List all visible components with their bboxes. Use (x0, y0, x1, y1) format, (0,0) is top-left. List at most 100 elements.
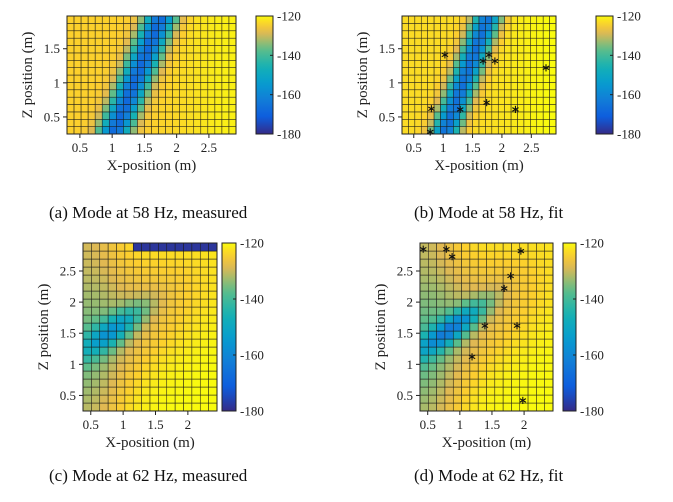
heatmap-cell (544, 354, 554, 364)
colorbar-tick-label: -140 (617, 48, 641, 63)
heatmap-cell (444, 354, 454, 364)
heatmap-cell (511, 370, 521, 380)
heatmap-cell (469, 314, 479, 324)
heatmap-cell (436, 394, 446, 404)
heatmap-cell (469, 362, 479, 372)
x-tick-label: 2 (499, 140, 506, 155)
x-tick-label: 1 (440, 140, 447, 155)
heatmap-cell (419, 370, 429, 380)
heatmap-cell (511, 346, 521, 356)
sensor-marker (479, 57, 487, 65)
heatmap-cell (477, 282, 487, 292)
heatmap-cell (544, 274, 554, 284)
heatmap-cell (436, 290, 446, 300)
axes-frame (401, 15, 557, 135)
heatmap-cell (461, 250, 471, 260)
heatmap-cell (436, 322, 446, 332)
heatmap-cell (527, 346, 537, 356)
heatmap-cell (511, 394, 521, 404)
heatmap-cell (461, 290, 471, 300)
heatmap-cell (494, 362, 504, 372)
heatmap-cell (519, 346, 529, 356)
heatmap-cell (486, 338, 496, 348)
x-tick-label: 2 (521, 417, 528, 432)
heatmap-cell (494, 370, 504, 380)
heatmap-cell (502, 242, 512, 252)
heatmap-cell (477, 266, 487, 276)
heatmap-cell (527, 354, 537, 364)
x-tick-label: 2.5 (523, 140, 539, 155)
heatmap-cell (511, 258, 521, 268)
heatmap-cell (461, 370, 471, 380)
heatmap-cell (544, 266, 554, 276)
heatmap-cell (436, 362, 446, 372)
heatmap-cell (419, 338, 429, 348)
sensor-marker (507, 272, 514, 280)
heatmap-cell (436, 378, 446, 388)
heatmap-cell (494, 290, 504, 300)
heatmap-cell (477, 258, 487, 268)
heatmap-cell (469, 274, 479, 284)
caption-d: (d) Mode at 62 Hz, fit (414, 466, 564, 485)
heatmap-cell (511, 330, 521, 340)
y-tick-label: 0.5 (60, 388, 76, 403)
x-tick-label: 1 (457, 417, 464, 432)
heatmap-cell (502, 362, 512, 372)
heatmap-cell (428, 386, 437, 396)
x-tick-label: 0.5 (406, 140, 422, 155)
x-tick-label: 2 (185, 417, 192, 432)
y-axis-label: Z position (m) (373, 284, 389, 371)
heatmap-cell (444, 346, 454, 356)
heatmap-cell (452, 394, 462, 404)
x-tick-label: 2.5 (201, 140, 217, 155)
heatmap-cell (461, 394, 471, 404)
heatmap-cell (544, 298, 554, 308)
heatmap-cell (511, 266, 521, 276)
heatmap-cell (444, 394, 454, 404)
heatmap-cell (444, 378, 454, 388)
heatmap-cell (452, 346, 462, 356)
colorbar-tick-label: -160 (580, 348, 604, 363)
y-tick-label: 0.5 (44, 109, 60, 124)
sensor-marker (542, 64, 550, 72)
heatmap-cell (452, 338, 462, 348)
heatmap-cell (428, 266, 437, 276)
heatmap-cell (536, 306, 546, 316)
heatmap-cell (477, 314, 487, 324)
heatmap-cell (519, 258, 529, 268)
y-tick-label: 1.5 (60, 326, 76, 341)
sensor-marker (419, 245, 427, 253)
heatmap-cell (469, 250, 479, 260)
heatmap-cell (444, 322, 454, 332)
heatmap-cell (461, 378, 471, 388)
heatmap-cell (444, 298, 454, 308)
y-tick-label: 2 (70, 295, 77, 310)
heatmap-cell (461, 306, 471, 316)
x-tick-label: 1.5 (464, 140, 480, 155)
heatmap-cell (494, 266, 504, 276)
y-tick-label: 1 (54, 75, 61, 90)
heatmap-cell (477, 250, 487, 260)
heatmap-cell (436, 402, 446, 412)
heatmap-cell (527, 378, 537, 388)
heatmap-cell (544, 306, 554, 316)
colorbar-tick-label: -140 (580, 292, 604, 307)
heatmap-cells (66, 15, 237, 135)
y-axis-label: Z position (m) (20, 32, 36, 119)
heatmap-cell (527, 242, 537, 252)
x-tick-label: 2 (173, 140, 180, 155)
heatmap-cell (469, 290, 479, 300)
heatmap-cell (527, 306, 537, 316)
heatmap-cell (469, 338, 479, 348)
heatmap-cell (477, 378, 487, 388)
heatmap-cell (536, 266, 546, 276)
heatmap-cell (486, 402, 496, 412)
heatmap-cell (494, 394, 504, 404)
colorbar-tick-label: -140 (277, 48, 301, 63)
heatmap-cell (419, 306, 429, 316)
heatmap-cell (511, 298, 521, 308)
heatmap-cell (452, 362, 462, 372)
sensor-marker (517, 247, 525, 255)
heatmap-cell (494, 378, 504, 388)
